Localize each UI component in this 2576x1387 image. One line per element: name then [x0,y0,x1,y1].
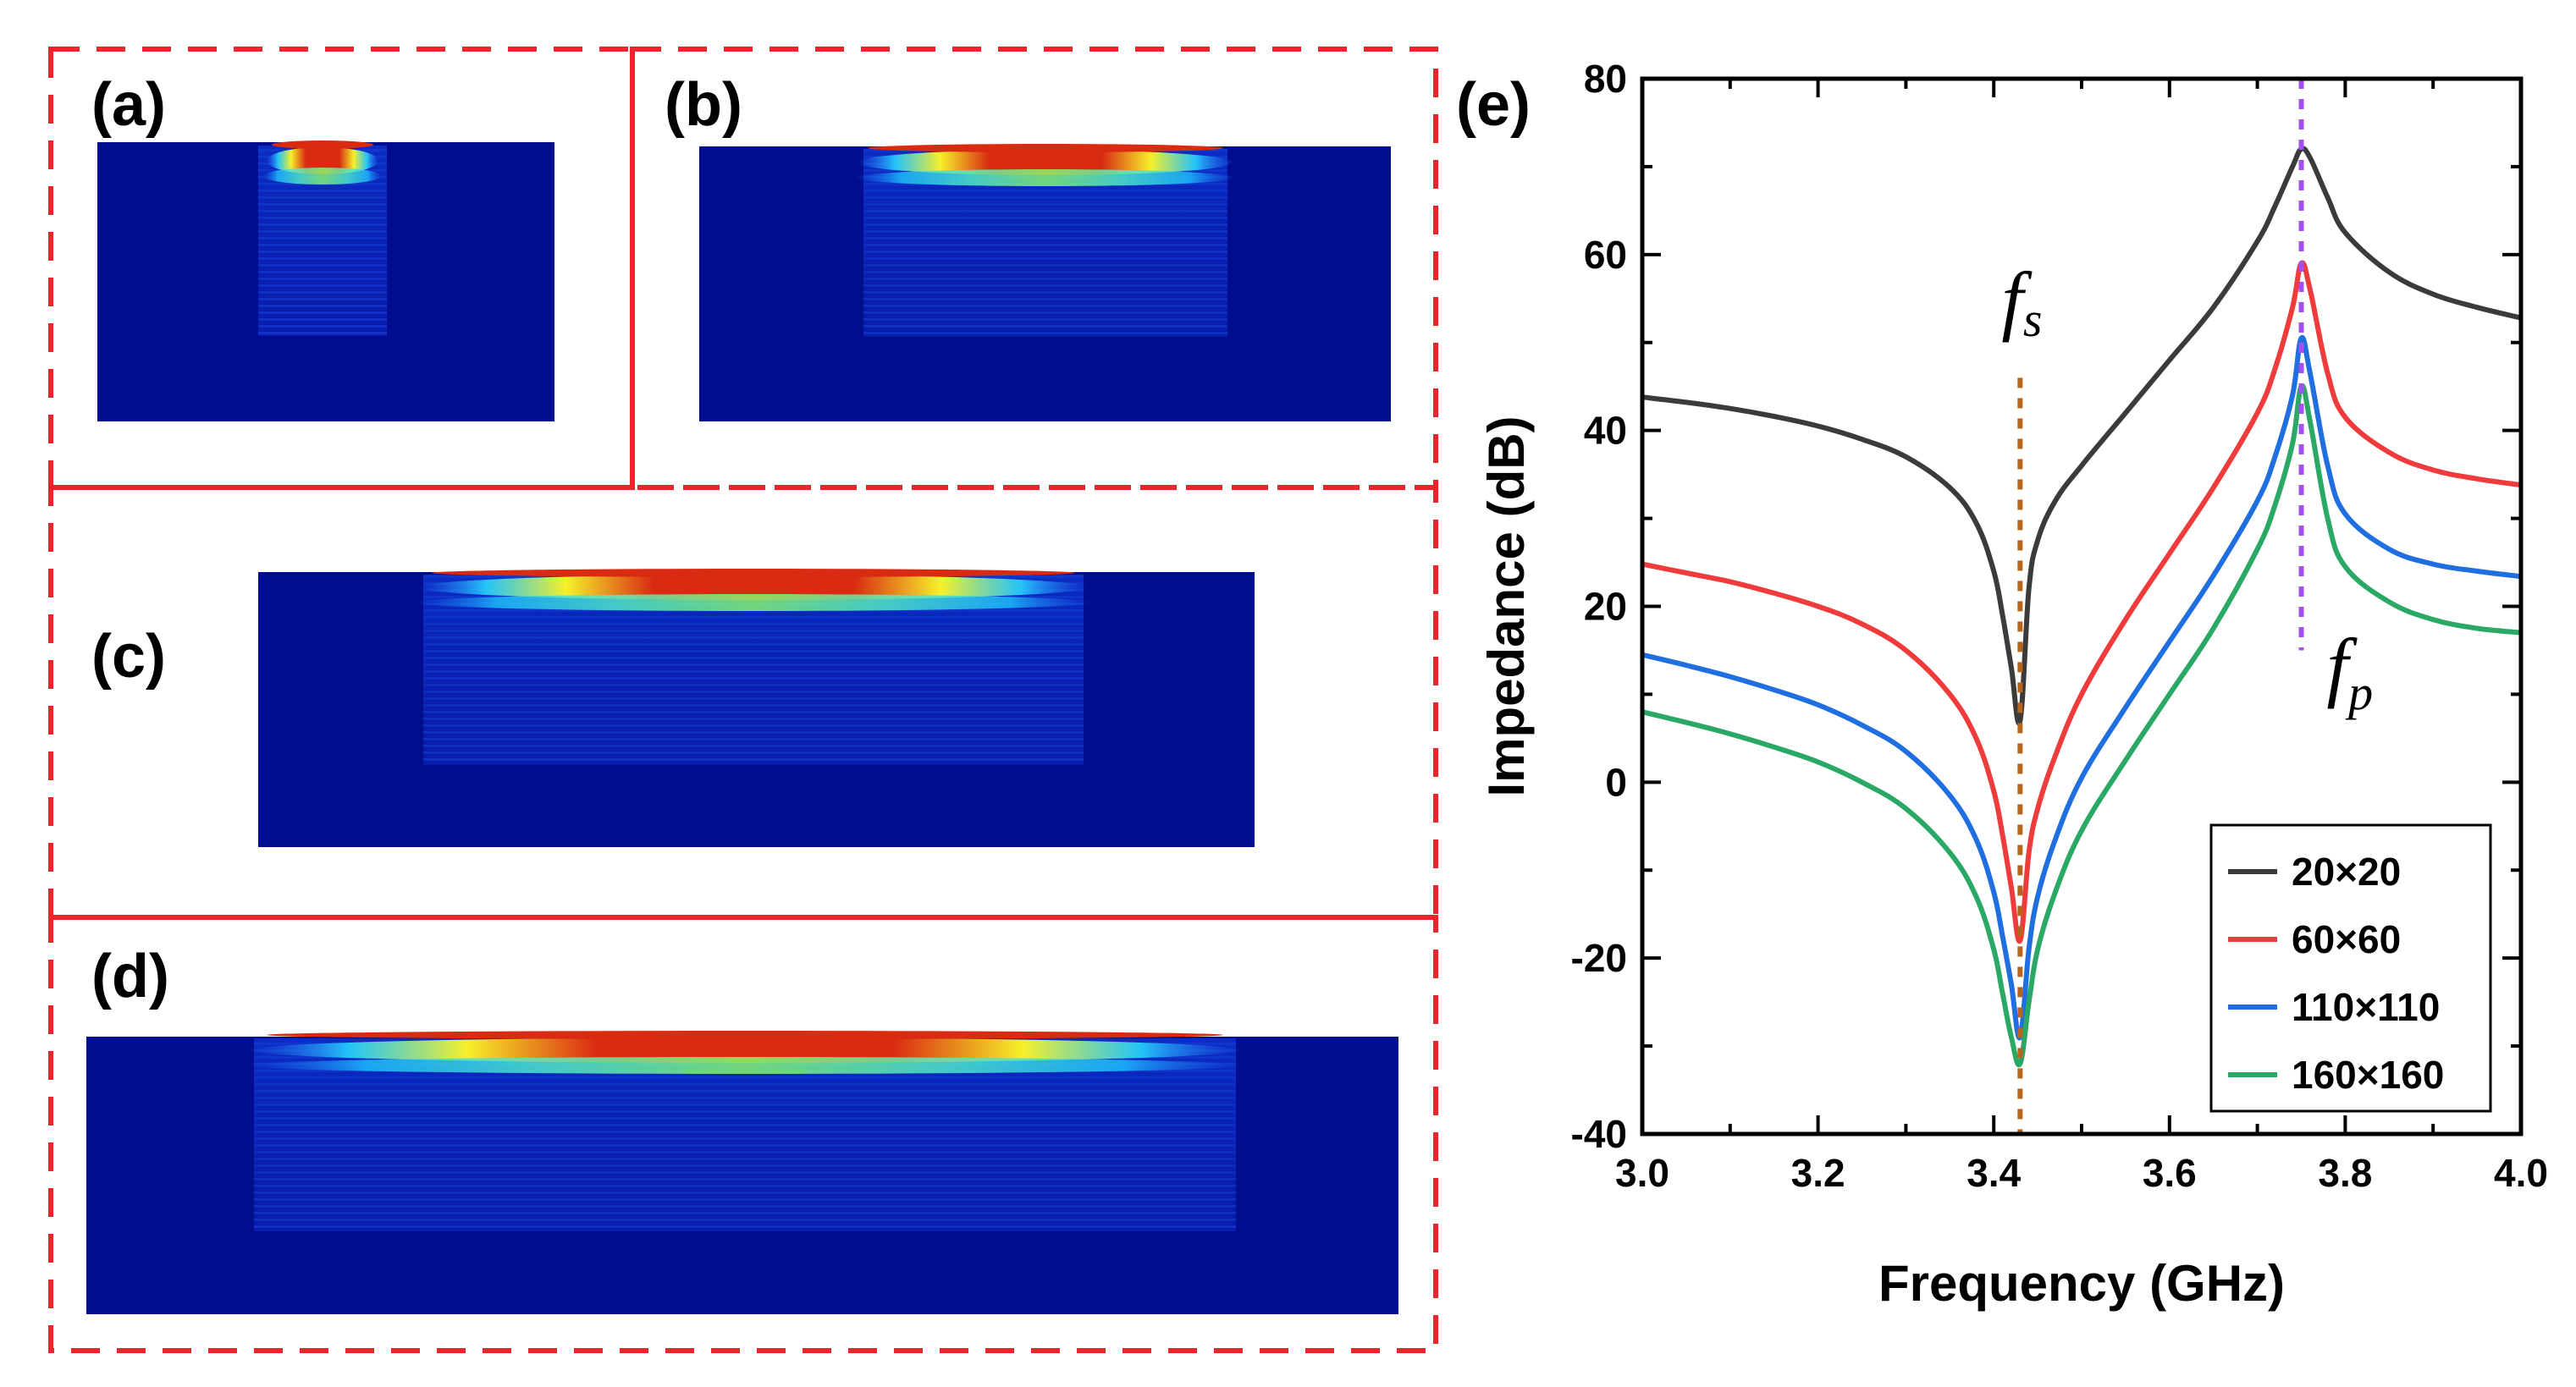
x-tick-label: 3.4 [1966,1151,2021,1195]
y-tick-label: 60 [1584,233,1627,277]
frame-b [630,47,1438,490]
x-tick-label: 3.6 [2143,1151,2197,1195]
y-tick-label: -40 [1571,1112,1627,1156]
y-tick-label: 0 [1605,760,1627,804]
fp-annotation: fp [2327,623,2374,720]
series-line-2 [1641,260,2522,944]
field-map-d [86,1031,1398,1314]
panel-frames [48,47,1438,1353]
frame-d [48,915,1438,1353]
frame-c [48,485,1438,920]
y-ticks: -40 -20 0 20 40 60 80 [1571,57,2521,1156]
field-map-c [258,569,1255,847]
x-tick-label: 3.2 [1791,1151,1845,1195]
series-line-4 [1641,383,2522,1068]
legend: 20×20 60×60 110×110 160×160 [2209,823,2492,1113]
y-tick-label: 80 [1584,57,1627,101]
field-map-b [699,144,1391,421]
panel-label-b: (b) [665,71,742,139]
panel-label-d: (d) [91,943,169,1010]
series-line-3 [1641,334,2522,1041]
legend-label-2: 60×60 [2292,917,2401,961]
legend-label-4: 160×160 [2292,1053,2444,1097]
panel-label-c: (c) [91,623,166,691]
x-ticks: 3.0 3.2 3.4 3.6 3.8 4.0 [1615,79,2548,1195]
legend-label-3: 110×110 [2292,985,2440,1029]
y-tick-label: -20 [1571,936,1627,980]
x-axis-title: Frequency (GHz) [1878,1255,2285,1312]
legend-label-1: 20×20 [2292,850,2401,894]
panel-label-e: (e) [1456,71,1531,139]
panel-label-a: (a) [91,71,166,139]
field-map-a [97,140,554,421]
y-tick-label: 40 [1584,409,1627,453]
y-axis-title: Impedance (dB) [1478,416,1535,796]
x-tick-label: 4.0 [2494,1151,2548,1195]
y-tick-label: 20 [1584,585,1627,629]
x-tick-label: 3.8 [2318,1151,2372,1195]
series-lines [1641,146,2522,1068]
series-line-1 [1641,146,2522,726]
fs-annotation: fs [2001,256,2042,347]
x-tick-label: 3.0 [1615,1151,1669,1195]
impedance-chart: fs fp 3.0 3.2 3.4 3.6 3.8 4.0 -40 -20 0 20 40 60 80 Fre… [1478,57,2548,1312]
